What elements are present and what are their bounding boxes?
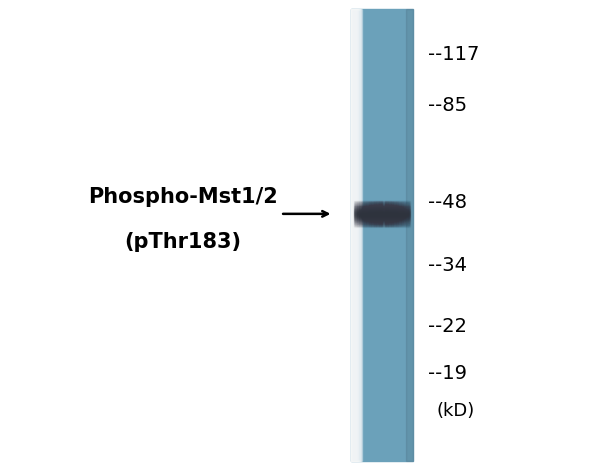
Bar <box>351 9 360 461</box>
Bar <box>351 9 362 461</box>
Bar <box>351 9 355 461</box>
Bar <box>351 9 356 461</box>
Text: --117: --117 <box>428 45 479 63</box>
Bar <box>351 9 358 461</box>
Text: (pThr183): (pThr183) <box>124 232 241 252</box>
Bar <box>351 9 355 461</box>
Text: Phospho-Mst1/2: Phospho-Mst1/2 <box>88 188 278 207</box>
Bar <box>351 9 353 461</box>
Bar <box>351 9 359 461</box>
Bar <box>351 9 362 461</box>
Bar <box>351 9 358 461</box>
Bar <box>351 9 356 461</box>
Bar <box>351 9 358 461</box>
Bar <box>351 9 354 461</box>
Text: --34: --34 <box>428 256 467 275</box>
Bar <box>351 9 413 461</box>
Bar <box>351 9 357 461</box>
Text: --22: --22 <box>428 317 467 336</box>
Bar <box>351 9 359 461</box>
Bar <box>351 9 353 461</box>
Text: --19: --19 <box>428 364 467 383</box>
Text: (kD): (kD) <box>437 402 475 420</box>
Bar <box>351 9 353 461</box>
Text: --85: --85 <box>428 96 467 115</box>
Bar <box>351 9 352 461</box>
Bar <box>351 9 360 461</box>
Text: --48: --48 <box>428 193 467 212</box>
Bar <box>351 9 355 461</box>
Bar <box>351 9 359 461</box>
Bar <box>351 9 356 461</box>
Bar <box>351 9 359 461</box>
Bar <box>405 9 413 461</box>
Bar <box>351 9 356 461</box>
Bar <box>351 9 360 461</box>
Bar <box>351 9 353 461</box>
Bar <box>351 9 352 461</box>
Bar <box>351 9 361 461</box>
Bar <box>351 9 362 461</box>
